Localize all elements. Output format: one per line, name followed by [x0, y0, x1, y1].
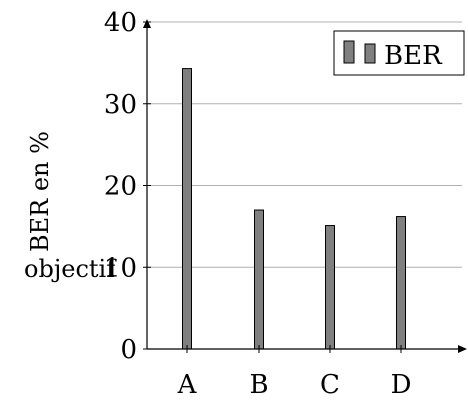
legend-swatch	[364, 43, 376, 64]
y-tick-label: 30	[104, 90, 137, 120]
x-tick-label: C	[320, 370, 340, 400]
y-axis-title-line1: BER en %	[26, 131, 54, 252]
legend: BER	[333, 30, 465, 76]
x-tick-label: B	[249, 370, 268, 400]
y-ticks: 0 10 20 30 40	[104, 8, 151, 365]
y-tick-label: 10	[104, 253, 137, 283]
bar-D	[396, 216, 406, 350]
x-ticks: A B C D	[177, 345, 412, 400]
bar-A	[182, 68, 192, 350]
legend-box	[333, 30, 465, 76]
bar-C	[325, 225, 335, 350]
y-tick-label: 0	[120, 335, 137, 365]
legend-swatch	[343, 40, 355, 64]
bars	[182, 68, 406, 350]
x-tick-label: D	[391, 370, 412, 400]
y-axis-title-line2: objectif	[24, 255, 117, 283]
legend-label: BER	[384, 41, 443, 71]
y-tick-label: 20	[104, 172, 137, 202]
y-tick-label: 40	[104, 8, 137, 38]
x-axis-arrow	[458, 345, 467, 353]
y-axis-arrow	[143, 19, 151, 28]
gridlines	[147, 21, 462, 268]
x-tick-label: A	[177, 370, 198, 400]
bar-B	[254, 209, 264, 350]
